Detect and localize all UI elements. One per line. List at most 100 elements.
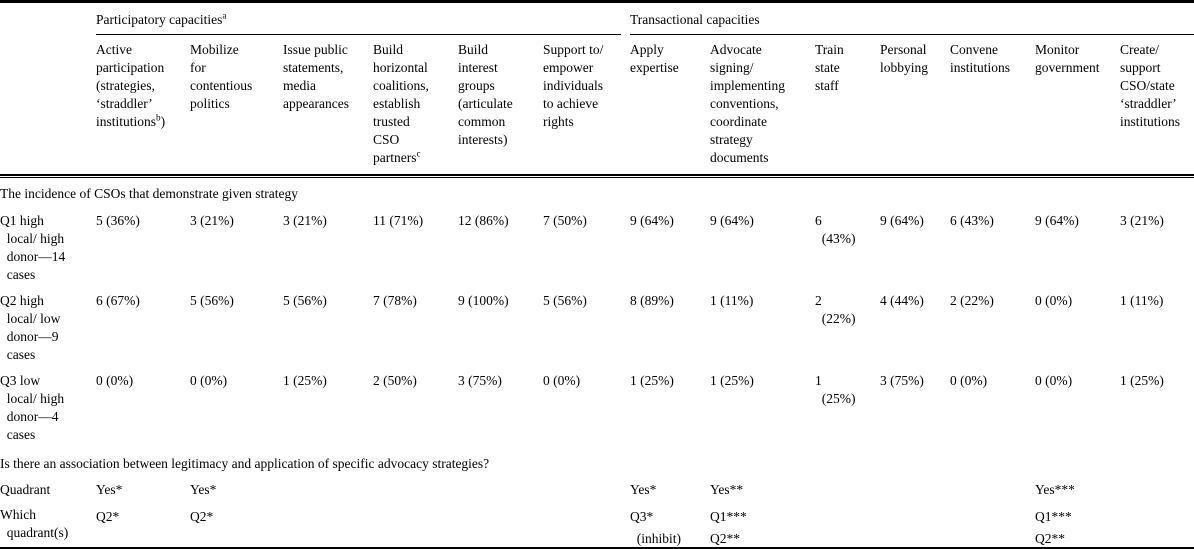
cell bbox=[283, 502, 373, 548]
cell bbox=[458, 502, 543, 548]
cell: 1 (11%) bbox=[710, 292, 754, 308]
section-row: Is there an association between legitima… bbox=[0, 448, 1194, 478]
corner-stub bbox=[0, 3, 96, 35]
capacities-table: Participatory capacitiesa Transactional c… bbox=[0, 3, 1194, 548]
group-header-label: Transactional capacities bbox=[630, 11, 1194, 35]
cell: Yes** bbox=[710, 481, 744, 497]
column-header: Convene institutions bbox=[950, 42, 1011, 75]
cell bbox=[543, 502, 630, 548]
section-text: The incidence of CSOs that demonstrate g… bbox=[0, 185, 299, 201]
cell: 3 (21%) bbox=[190, 212, 234, 228]
cell bbox=[950, 478, 1035, 502]
column-header: Build interest groups (articulate common… bbox=[458, 42, 513, 147]
column-header: Apply expertise bbox=[630, 42, 679, 75]
column-header: Train state staff bbox=[815, 42, 844, 93]
cell: 4 (44%) bbox=[880, 292, 924, 308]
column-header: Personal lobbying bbox=[880, 42, 929, 75]
cell: 0 (0%) bbox=[543, 372, 581, 388]
cell: 0 (0%) bbox=[1035, 372, 1073, 388]
section-row: The incidence of CSOs that demonstrate g… bbox=[0, 177, 1194, 208]
column-header: Create/ support CSO/state ‘straddler’ in… bbox=[1120, 42, 1181, 129]
cell: 6 (43%) bbox=[950, 212, 994, 228]
cell: 8 (89%) bbox=[630, 292, 674, 308]
cell: 3 (75%) bbox=[458, 372, 502, 388]
cell: 7 (78%) bbox=[373, 292, 417, 308]
column-header-row: Active participation (strategies, ‘strad… bbox=[0, 35, 1194, 175]
cell bbox=[458, 478, 543, 502]
cell: 12 (86%) bbox=[458, 212, 509, 228]
cell: 5 (56%) bbox=[190, 292, 234, 308]
group-header: Participatory capacitiesa bbox=[96, 3, 630, 35]
cell: 1 (25%) bbox=[710, 372, 754, 388]
group-header: Transactional capacities bbox=[630, 3, 1194, 35]
cell bbox=[1120, 478, 1194, 502]
column-header: Build horizontal coalitions, establish t… bbox=[373, 42, 429, 165]
cell: Yes* bbox=[630, 481, 657, 497]
cell: 6 (67%) bbox=[96, 292, 140, 308]
table-row: Q2 high local/ low donor—9 cases 6 (67%) 5… bbox=[0, 288, 1194, 368]
cell: 0 (0%) bbox=[190, 372, 228, 388]
section-text: Is there an association between legitima… bbox=[0, 455, 490, 471]
cell: 9 (100%) bbox=[458, 292, 509, 308]
cell: 1 (25%) bbox=[283, 372, 327, 388]
table-row: Q3 low local/ high donor—4 cases 0 (0%) 0 … bbox=[0, 368, 1194, 448]
cell: 2 (50%) bbox=[373, 372, 417, 388]
column-header: Advocate signing/ implementing conventio… bbox=[710, 42, 785, 165]
cell bbox=[283, 478, 373, 502]
table-row: Q1 high local/ high donor—14 cases 5 (36%… bbox=[0, 208, 1194, 288]
cell bbox=[880, 502, 950, 548]
row-label: Q1 high local/ high donor—14 cases bbox=[0, 212, 66, 282]
cell: 0 (0%) bbox=[96, 372, 134, 388]
cell: 5 (56%) bbox=[283, 292, 327, 308]
cell: Yes*** bbox=[1035, 481, 1075, 497]
cell: 6 (43%) bbox=[815, 212, 856, 246]
cell: 3 (21%) bbox=[1120, 212, 1164, 228]
cell bbox=[373, 478, 458, 502]
cell: 0 (0%) bbox=[1035, 292, 1073, 308]
cell: 1 (11%) bbox=[1120, 292, 1164, 308]
cell: 7 (50%) bbox=[543, 212, 587, 228]
cell: 9 (64%) bbox=[710, 212, 754, 228]
cell: 9 (64%) bbox=[1035, 212, 1079, 228]
cell bbox=[815, 478, 880, 502]
cell: 2 (22%) bbox=[815, 292, 856, 326]
cell: 1 (25%) bbox=[1120, 372, 1164, 388]
cell: 1 (25%) bbox=[815, 372, 856, 406]
cell: 5 (56%) bbox=[543, 292, 587, 308]
cell: Yes* bbox=[96, 481, 123, 497]
cell bbox=[880, 478, 950, 502]
cell bbox=[543, 478, 630, 502]
table-row: Quadrant Yes* Yes* Yes* Yes** Yes*** bbox=[0, 478, 1194, 502]
cell: 3 (75%) bbox=[880, 372, 924, 388]
cell: Q2* bbox=[96, 508, 120, 524]
column-header: Monitor government bbox=[1035, 42, 1100, 75]
column-header: Support to/ empower individuals to achie… bbox=[543, 42, 604, 129]
cell: 5 (36%) bbox=[96, 212, 140, 228]
cell: Q1*** Q2** (inhibit) bbox=[1035, 508, 1072, 546]
cell: 0 (0%) bbox=[950, 372, 988, 388]
row-label: Which quadrant(s) bbox=[0, 506, 69, 540]
column-header: Active participation (strategies, ‘strad… bbox=[96, 42, 166, 129]
column-header: Mobilize for contentious politics bbox=[190, 42, 253, 111]
row-label: Quadrant bbox=[0, 481, 51, 497]
cell: 9 (64%) bbox=[630, 212, 674, 228]
cell: Q2* bbox=[190, 508, 214, 524]
group-header-label: Participatory capacitiesa bbox=[96, 11, 621, 35]
row-label: Q3 low local/ high donor—4 cases bbox=[0, 372, 65, 442]
column-header: Issue public statements, media appearanc… bbox=[283, 42, 349, 111]
cell: Q3* (inhibit) bbox=[630, 508, 681, 546]
table-row: Which quadrant(s) Q2* Q2* Q3* (inhibit) Q1**… bbox=[0, 502, 1194, 548]
cell: Yes* bbox=[190, 481, 217, 497]
header-double-rule bbox=[0, 174, 1194, 178]
cell: 2 (22%) bbox=[950, 292, 994, 308]
group-header-row: Participatory capacitiesa Transactional c… bbox=[0, 3, 1194, 35]
corner-stub bbox=[0, 35, 96, 175]
row-label: Q2 high local/ low donor—9 cases bbox=[0, 292, 61, 362]
cell bbox=[950, 502, 1035, 548]
cell: 11 (71%) bbox=[373, 212, 424, 228]
cell: 9 (64%) bbox=[880, 212, 924, 228]
cell: 1 (25%) bbox=[630, 372, 674, 388]
cell bbox=[1120, 502, 1194, 548]
cell bbox=[373, 502, 458, 548]
